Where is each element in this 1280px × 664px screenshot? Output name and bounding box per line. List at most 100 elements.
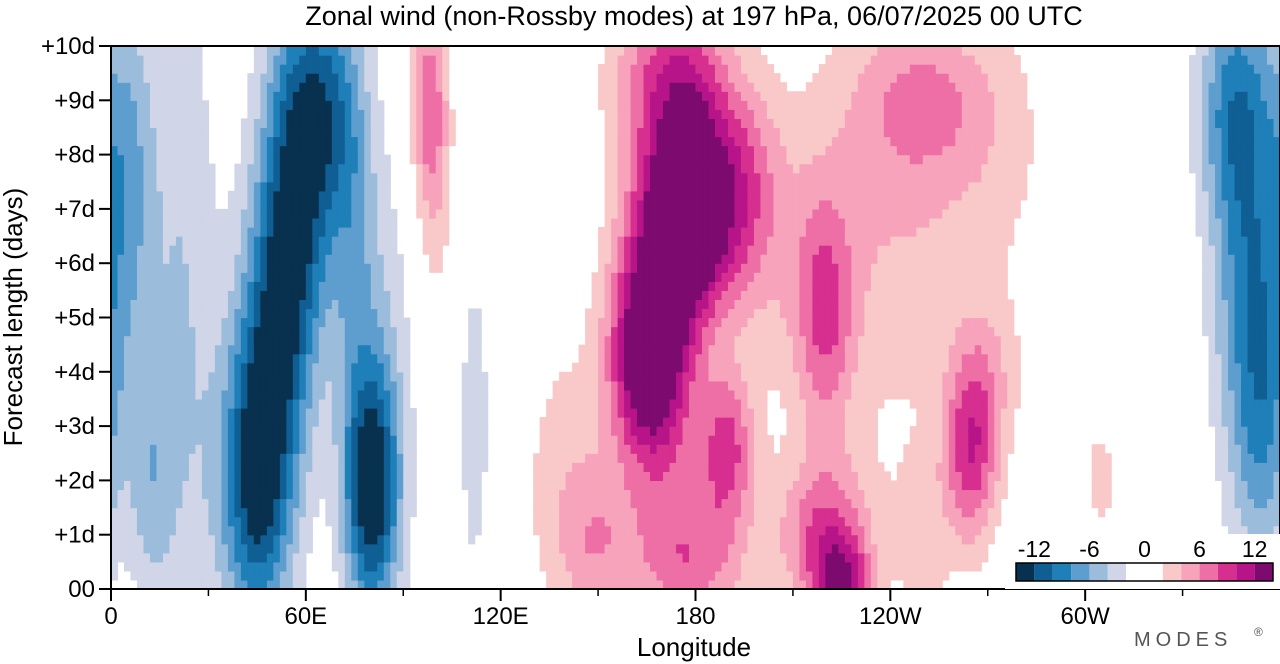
heatmap-cell (792, 426, 801, 436)
heatmap-cell (844, 236, 852, 246)
heatmap-cell (669, 579, 677, 589)
heatmap-cell (864, 408, 872, 418)
heatmap-cell (948, 417, 956, 427)
heatmap-cell (318, 335, 326, 346)
heatmap-cell (357, 299, 365, 310)
heatmap-cell (624, 245, 632, 255)
heatmap-cell (799, 516, 807, 527)
heatmap-cell (922, 480, 930, 491)
heatmap-cell (1267, 344, 1275, 355)
heatmap-cell (357, 263, 365, 273)
heatmap-cell (825, 272, 833, 282)
heatmap-cell (175, 344, 184, 355)
heatmap-cell (253, 353, 261, 364)
heatmap-cell (247, 561, 255, 572)
heatmap-cell (130, 489, 138, 500)
heatmap-cell (650, 236, 658, 246)
heatmap-cell (604, 516, 612, 527)
heatmap-cell (981, 480, 989, 491)
heatmap-cell (572, 408, 580, 418)
heatmap-cell (266, 471, 274, 481)
heatmap-cell (572, 516, 580, 527)
heatmap-cell (643, 543, 651, 554)
heatmap-cell (818, 371, 826, 382)
heatmap-cell (955, 227, 963, 237)
heatmap-cell (929, 380, 937, 391)
heatmap-cell (299, 317, 307, 328)
heatmap-cell (201, 272, 210, 282)
heatmap-cell (1208, 389, 1216, 400)
heatmap-cell (682, 489, 690, 500)
heatmap-cell (188, 498, 197, 509)
heatmap-cell (1254, 254, 1262, 264)
heatmap-cell (611, 353, 619, 364)
heatmap-cell (792, 516, 801, 527)
heatmap-cell (214, 552, 222, 563)
heatmap-cell (689, 462, 697, 472)
heatmap-cell (637, 263, 645, 273)
heatmap-cell (312, 344, 320, 355)
heatmap-cell (123, 552, 132, 563)
heatmap-cell (221, 290, 229, 300)
heatmap-cell (149, 507, 158, 518)
heatmap-cell (987, 516, 995, 527)
heatmap-cell (643, 426, 651, 436)
heatmap-cell (812, 281, 820, 291)
heatmap-cell (669, 408, 677, 418)
heatmap-cell (312, 417, 320, 427)
heatmap-cell (331, 417, 339, 427)
heatmap-cell (630, 380, 638, 391)
heatmap-cell (948, 371, 956, 382)
heatmap-cell (403, 408, 411, 418)
heatmap-cell (890, 516, 898, 527)
heatmap-cell (156, 317, 164, 328)
heatmap-cell (929, 543, 937, 554)
heatmap-cell (195, 435, 203, 445)
heatmap-cell (611, 462, 619, 472)
heatmap-cell (929, 435, 937, 445)
heatmap-cell (598, 444, 606, 454)
heatmap-cell (844, 335, 852, 346)
heatmap-cell (974, 462, 982, 472)
heatmap-cell (727, 299, 736, 310)
heatmap-cell (240, 290, 248, 300)
heatmap-cell (305, 290, 313, 300)
heatmap-cell (195, 525, 203, 536)
heatmap-cell (1247, 507, 1255, 518)
heatmap-cell (948, 299, 956, 310)
heatmap-cell (630, 426, 638, 436)
heatmap-cell (682, 371, 690, 382)
heatmap-cell (585, 498, 593, 509)
heatmap-cell (682, 525, 690, 536)
heatmap-cell (539, 534, 547, 545)
heatmap-cell (273, 308, 281, 319)
heatmap-cell (604, 462, 612, 472)
heatmap-cell (922, 570, 930, 581)
heatmap-cell (708, 353, 716, 364)
heatmap-cell (130, 290, 138, 300)
heatmap-cell (604, 498, 612, 509)
heatmap-cell (481, 444, 489, 454)
heatmap-cell (994, 389, 1002, 400)
heatmap-cell (669, 353, 677, 364)
heatmap-cell (208, 371, 216, 382)
heatmap-cell (123, 498, 132, 509)
heatmap-cell (585, 362, 593, 373)
heatmap-cell (149, 326, 158, 337)
heatmap-cell (390, 462, 398, 472)
heatmap-cell (1098, 480, 1106, 491)
heatmap-cell (714, 380, 723, 391)
heatmap-cell (831, 398, 839, 409)
heatmap-cell (377, 281, 385, 291)
heatmap-cell (799, 272, 807, 282)
heatmap-cell (279, 308, 287, 319)
heatmap-cell (961, 281, 969, 291)
heatmap-cell (1267, 335, 1275, 346)
heatmap-cell (650, 380, 658, 391)
heatmap-cell (682, 389, 690, 400)
heatmap-cell (760, 462, 768, 472)
heatmap-cell (689, 471, 697, 481)
heatmap-cell (585, 344, 593, 355)
heatmap-cell (942, 362, 950, 373)
heatmap-cell (844, 308, 852, 319)
